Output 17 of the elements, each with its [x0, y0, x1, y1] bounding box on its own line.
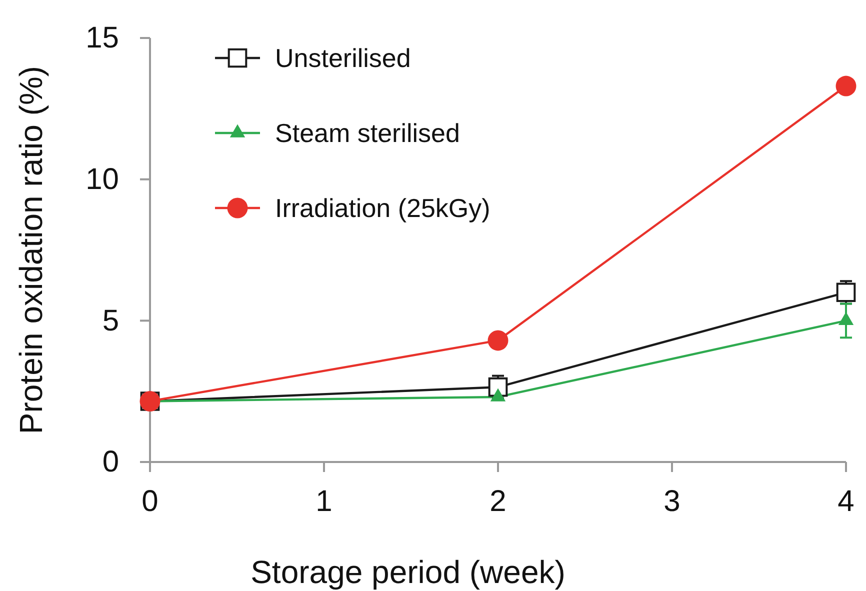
y-tick-label: 5 [102, 304, 119, 338]
x-tick-label: 0 [142, 485, 158, 518]
point [488, 330, 508, 351]
x-axis-title: Storage period (week) [250, 554, 566, 590]
legend-label: Irradiation (25kGy) [275, 193, 490, 224]
legend-label: Steam sterilised [275, 118, 460, 148]
point [836, 76, 856, 96]
point [836, 282, 856, 302]
x-tick-label: 1 [316, 485, 332, 518]
legend-label: Unsterilised [275, 43, 411, 74]
y-axis-title: Protein oxidation ratio (%) [13, 66, 49, 434]
y-tick-label: 15 [86, 22, 119, 55]
y-tick-label: 10 [86, 162, 119, 196]
x-tick-label: 2 [490, 485, 506, 518]
x-tick-label: 3 [664, 485, 680, 518]
y-tick-label: 0 [102, 446, 119, 479]
x-tick-label: 4 [838, 485, 854, 518]
